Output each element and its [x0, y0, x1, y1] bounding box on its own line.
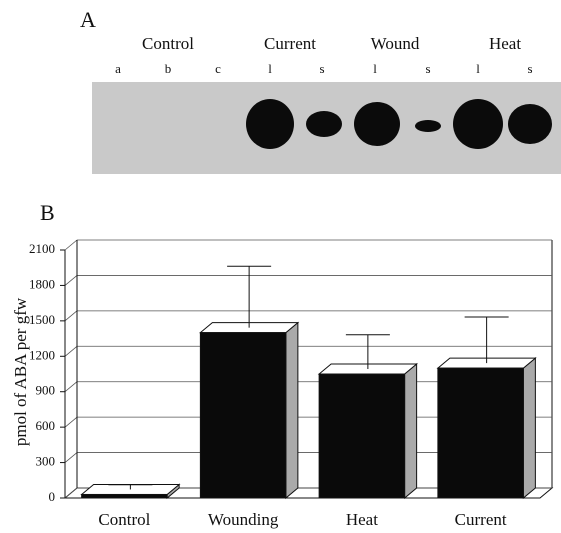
grid-line	[65, 417, 77, 427]
lane-label: l	[268, 61, 272, 76]
x-tick-label: Control	[98, 510, 150, 529]
panel-label: B	[40, 200, 55, 225]
panel-label: A	[80, 7, 96, 32]
blot-band	[354, 102, 400, 146]
y-tick-label: 600	[36, 418, 56, 433]
bar-side	[405, 364, 417, 498]
bar	[200, 333, 286, 498]
x-tick-label: Wounding	[208, 510, 279, 529]
bar	[82, 494, 168, 498]
lane-label: s	[319, 61, 324, 76]
lane-label: l	[373, 61, 377, 76]
lane-label: a	[115, 61, 121, 76]
grid-line	[65, 240, 77, 250]
y-tick-label: 300	[36, 454, 56, 469]
y-tick-label: 900	[36, 383, 56, 398]
lane-label: l	[476, 61, 480, 76]
lane-group-label: Wound	[371, 34, 420, 53]
grid-line	[65, 311, 77, 321]
y-tick-label: 1200	[29, 347, 55, 362]
bar-side	[523, 358, 535, 498]
lane-group-label: Current	[264, 34, 316, 53]
lane-label: s	[425, 61, 430, 76]
x-tick-label: Heat	[346, 510, 378, 529]
bar	[319, 374, 405, 498]
y-tick-label: 0	[49, 489, 56, 504]
grid-line	[65, 382, 77, 392]
y-tick-label: 1800	[29, 276, 55, 291]
y-tick-label: 1500	[29, 312, 55, 327]
lane-label: c	[215, 61, 221, 76]
lane-label: b	[165, 61, 172, 76]
blot-band	[453, 99, 503, 149]
blot-band	[415, 120, 441, 132]
lane-label: s	[527, 61, 532, 76]
blot-band	[306, 111, 342, 137]
bar-side	[286, 323, 298, 498]
bar	[438, 368, 524, 498]
y-tick-label: 2100	[29, 241, 55, 256]
x-tick-label: Current	[455, 510, 507, 529]
figure: A B pmol of ABA per gfw Control Current Wo…	[0, 0, 561, 533]
grid-line	[65, 453, 77, 463]
grid-line	[65, 346, 77, 356]
lane-group-label: Control	[142, 34, 194, 53]
y-axis-label: pmol of ABA per gfw	[11, 297, 30, 446]
blot-band	[246, 99, 294, 149]
lane-group-label: Heat	[489, 34, 521, 53]
grid-line	[65, 275, 77, 285]
blot-band	[508, 104, 552, 144]
